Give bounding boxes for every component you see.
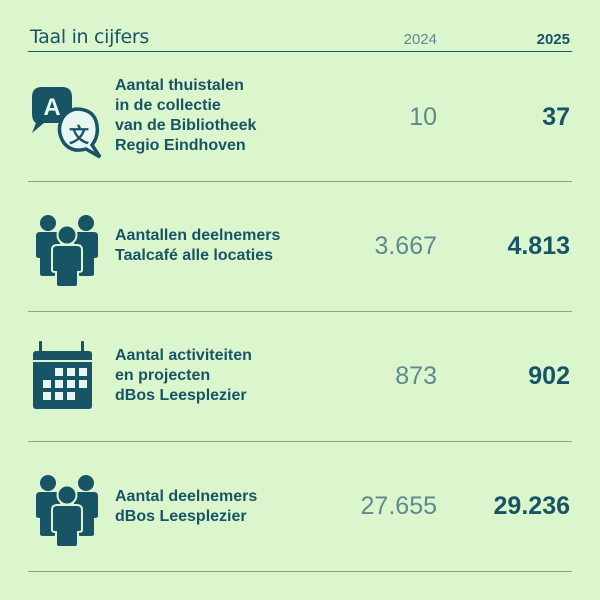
value-2025: 37 bbox=[542, 103, 570, 131]
stat-label: Aantal activiteiten en projecten dBos Le… bbox=[115, 347, 252, 404]
value-2025: 29.236 bbox=[493, 492, 570, 520]
value-2024: 10 bbox=[409, 103, 437, 131]
stat-label: Aantal deelnemers dBos Leesplezier bbox=[115, 488, 258, 525]
stat-row-thuistalen: A 文 Aantal thuistalen in de collectie va… bbox=[28, 51, 572, 182]
column-header-2025: 2025 bbox=[536, 31, 570, 48]
value-2025: 902 bbox=[528, 362, 570, 390]
value-2025: 4.813 bbox=[507, 232, 570, 260]
page-title: Taal in cijfers bbox=[30, 26, 150, 48]
value-2024: 873 bbox=[395, 362, 437, 390]
stat-row-dbos-deelnemers: Aantal deelnemers dBos Leesplezier 27.65… bbox=[28, 441, 572, 572]
header: Taal in cijfers 2024 2025 bbox=[28, 24, 572, 52]
svg-text:A: A bbox=[43, 94, 60, 121]
column-header-2024: 2024 bbox=[403, 31, 437, 48]
stat-label: Aantallen deelnemers Taalcafé alle locat… bbox=[115, 227, 281, 264]
translate-icon: A 文 bbox=[28, 83, 108, 163]
stat-row-taalcafe: Aantallen deelnemers Taalcafé alle locat… bbox=[28, 181, 572, 312]
stat-label: Aantal thuistalen in de collectie van de… bbox=[115, 77, 257, 154]
svg-text:文: 文 bbox=[69, 123, 90, 147]
value-2024: 27.655 bbox=[360, 492, 437, 520]
people-group-icon bbox=[28, 468, 108, 548]
calendar-icon bbox=[28, 338, 108, 418]
stat-row-activiteiten: Aantal activiteiten en projecten dBos Le… bbox=[28, 311, 572, 442]
value-2024: 3.667 bbox=[374, 232, 437, 260]
people-group-icon bbox=[28, 208, 108, 288]
